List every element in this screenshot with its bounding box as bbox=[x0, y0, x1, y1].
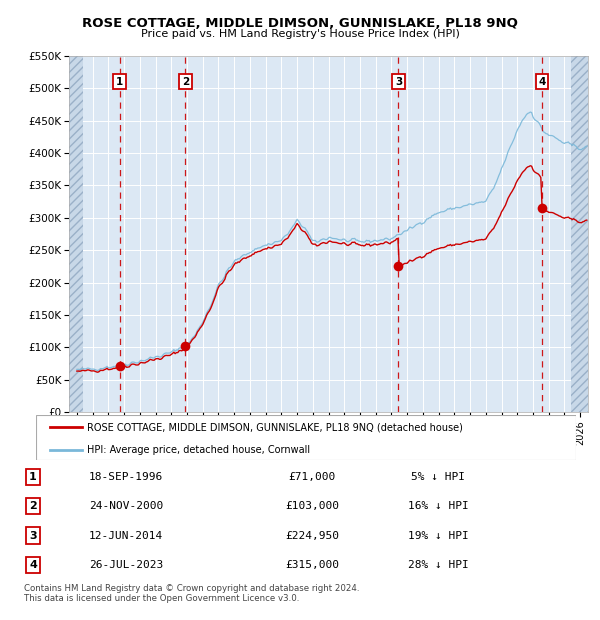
Text: 12-JUN-2014: 12-JUN-2014 bbox=[89, 531, 163, 541]
Text: ROSE COTTAGE, MIDDLE DIMSON, GUNNISLAKE, PL18 9NQ (detached house): ROSE COTTAGE, MIDDLE DIMSON, GUNNISLAKE,… bbox=[88, 422, 463, 432]
Text: 19% ↓ HPI: 19% ↓ HPI bbox=[407, 531, 469, 541]
Text: 18-SEP-1996: 18-SEP-1996 bbox=[89, 472, 163, 482]
Text: 4: 4 bbox=[29, 560, 37, 570]
Text: Contains HM Land Registry data © Crown copyright and database right 2024.
This d: Contains HM Land Registry data © Crown c… bbox=[24, 584, 359, 603]
Text: ROSE COTTAGE, MIDDLE DIMSON, GUNNISLAKE, PL18 9NQ: ROSE COTTAGE, MIDDLE DIMSON, GUNNISLAKE,… bbox=[82, 17, 518, 30]
Text: 24-NOV-2000: 24-NOV-2000 bbox=[89, 501, 163, 511]
FancyBboxPatch shape bbox=[36, 415, 576, 460]
Text: £315,000: £315,000 bbox=[285, 560, 339, 570]
Text: 1: 1 bbox=[29, 472, 37, 482]
Text: £71,000: £71,000 bbox=[289, 472, 335, 482]
Text: £103,000: £103,000 bbox=[285, 501, 339, 511]
Bar bbox=[69, 56, 83, 412]
Text: HPI: Average price, detached house, Cornwall: HPI: Average price, detached house, Corn… bbox=[88, 445, 310, 455]
Text: 5% ↓ HPI: 5% ↓ HPI bbox=[411, 472, 465, 482]
Text: 28% ↓ HPI: 28% ↓ HPI bbox=[407, 560, 469, 570]
Bar bbox=[571, 56, 588, 412]
Text: 3: 3 bbox=[29, 531, 37, 541]
Text: 1: 1 bbox=[116, 77, 123, 87]
Text: Price paid vs. HM Land Registry's House Price Index (HPI): Price paid vs. HM Land Registry's House … bbox=[140, 29, 460, 39]
Text: 2: 2 bbox=[182, 77, 189, 87]
Text: 16% ↓ HPI: 16% ↓ HPI bbox=[407, 501, 469, 511]
Text: 26-JUL-2023: 26-JUL-2023 bbox=[89, 560, 163, 570]
Text: 4: 4 bbox=[538, 77, 545, 87]
Text: 3: 3 bbox=[395, 77, 402, 87]
Text: 2: 2 bbox=[29, 501, 37, 511]
Text: £224,950: £224,950 bbox=[285, 531, 339, 541]
